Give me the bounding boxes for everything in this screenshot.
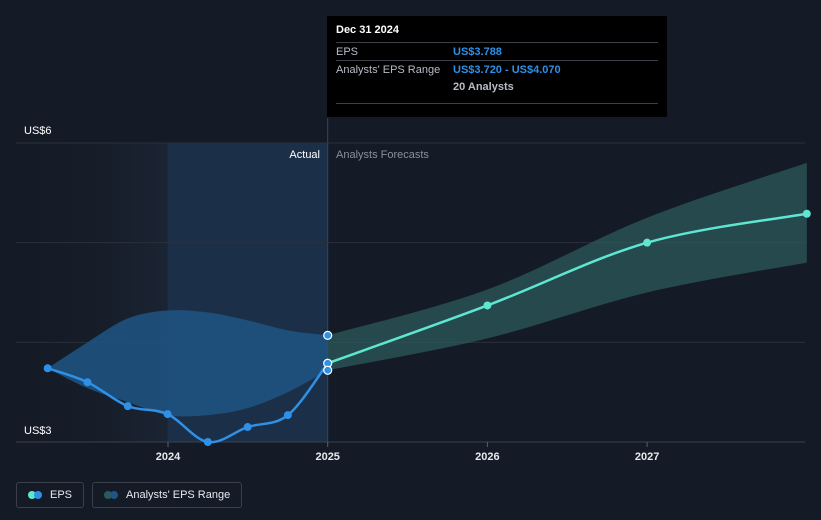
legend-range-button[interactable]: Analysts' EPS Range: [92, 482, 243, 508]
hover-range-point: [323, 330, 333, 340]
tooltip-eps-label: EPS: [336, 45, 359, 58]
legend-eps-label: EPS: [50, 489, 73, 501]
actual-eps-point: [203, 438, 212, 446]
forecast-eps-point: [483, 301, 492, 310]
eps-tooltip: Dec 31 2024 EPS US$3.788 Analysts' EPS R…: [327, 16, 667, 117]
y-tick-label-bottom: US$3: [24, 425, 52, 437]
tooltip-analysts-row: 20 Analysts: [336, 78, 658, 95]
forecast-range-band: [327, 162, 807, 371]
tooltip-analysts-count: 20 Analysts: [453, 80, 514, 93]
range-legend-icon: [104, 491, 119, 499]
actual-eps-point: [83, 378, 92, 387]
actual-range-band: [47, 310, 328, 417]
chart-legend: EPS Analysts' EPS Range: [16, 482, 243, 508]
actual-eps-point: [163, 410, 172, 419]
tooltip-range-label: Analysts' EPS Range: [336, 63, 441, 76]
tooltip-range-value: US$3.720 - US$4.070: [453, 63, 561, 76]
x-tick-label: 2027: [635, 451, 659, 463]
actual-eps-point: [283, 411, 292, 420]
tooltip-range-row: Analysts' EPS Range US$3.720 - US$4.070: [336, 60, 658, 78]
actual-eps-point: [43, 364, 52, 373]
x-tick-label: 2024: [156, 451, 181, 463]
actual-eps-point: [243, 423, 252, 432]
forecast-eps-point: [643, 238, 652, 247]
legend-eps-button[interactable]: EPS: [16, 482, 85, 508]
x-tick-label: 2025: [315, 451, 339, 463]
actual-section-label: Actual: [289, 149, 320, 161]
actual-eps-point: [123, 402, 132, 411]
forecast-eps-line: [327, 212, 808, 365]
hover-range-point: [323, 365, 333, 375]
tooltip-date: Dec 31 2024: [336, 24, 399, 36]
forecast-eps-point: [802, 209, 811, 218]
tooltip-divider: [336, 103, 658, 104]
eps-legend-icon: [28, 491, 42, 499]
tooltip-eps-value: US$3.788: [453, 45, 502, 58]
x-tick-label: 2026: [475, 451, 499, 463]
tooltip-eps-row: EPS US$3.788: [336, 42, 658, 60]
y-tick-label-top: US$6: [24, 125, 52, 137]
forecast-section-label: Analysts Forecasts: [336, 149, 429, 161]
legend-range-label: Analysts' EPS Range: [126, 489, 231, 501]
